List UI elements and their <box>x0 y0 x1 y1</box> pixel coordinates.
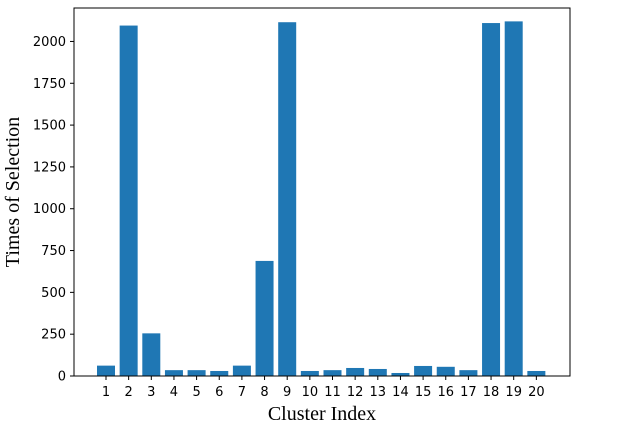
bar-cluster-7 <box>232 365 251 376</box>
y-tick-label: 1000 <box>33 202 66 217</box>
y-tick-label: 2000 <box>33 35 66 50</box>
bar-cluster-17 <box>459 370 478 376</box>
y-axis-ticks: 0 250 500 750 1000 1250 1500 1750 2000 <box>33 35 74 385</box>
bar-cluster-13 <box>368 368 387 376</box>
x-tick-label: 1 <box>102 385 110 400</box>
x-tick-label: 7 <box>238 385 246 400</box>
x-axis-label: Cluster Index <box>268 403 376 425</box>
x-axis-ticks: 1 2 3 4 5 6 7 8 9 10 11 12 13 14 15 16 17 18 19 20 <box>102 376 545 400</box>
x-tick-label: 20 <box>528 385 545 400</box>
x-tick-label: 12 <box>347 385 364 400</box>
y-tick-label: 750 <box>41 244 66 259</box>
x-tick-label: 16 <box>437 385 454 400</box>
bar-cluster-5 <box>187 370 206 376</box>
x-tick-label: 14 <box>392 385 409 400</box>
bar-cluster-9 <box>278 22 297 376</box>
bar-cluster-15 <box>414 365 433 376</box>
x-tick-label: 17 <box>460 385 477 400</box>
bar-cluster-10 <box>300 370 319 376</box>
y-tick-label: 250 <box>41 328 66 343</box>
bar-cluster-19 <box>504 21 523 376</box>
bar-cluster-6 <box>210 370 229 376</box>
y-tick-label: 1750 <box>33 77 66 92</box>
y-tick-label: 1500 <box>33 119 66 134</box>
x-tick-label: 18 <box>483 385 500 400</box>
x-tick-label: 15 <box>415 385 432 400</box>
bar-cluster-20 <box>527 370 546 376</box>
x-tick-label: 4 <box>170 385 178 400</box>
bar-cluster-2 <box>119 25 138 377</box>
bar-cluster-18 <box>482 23 501 377</box>
bar-cluster-12 <box>346 367 365 376</box>
bars-group <box>97 21 546 377</box>
x-tick-label: 19 <box>505 385 522 400</box>
x-tick-label: 2 <box>125 385 133 400</box>
y-tick-label: 1250 <box>33 160 66 175</box>
x-tick-label: 11 <box>324 385 341 400</box>
y-tick-label: 0 <box>58 370 66 385</box>
x-tick-label: 10 <box>302 385 319 400</box>
x-tick-label: 6 <box>215 385 223 400</box>
bar-cluster-4 <box>164 370 183 376</box>
bar-cluster-3 <box>142 333 161 376</box>
bar-cluster-1 <box>97 365 115 376</box>
y-tick-label: 500 <box>41 286 66 301</box>
x-tick-label: 5 <box>192 385 200 400</box>
plot-frame <box>73 7 571 377</box>
x-tick-label: 13 <box>370 385 387 400</box>
y-axis-label: Times of Selection <box>2 117 24 267</box>
x-tick-label: 8 <box>260 385 268 400</box>
x-tick-label: 3 <box>147 385 155 400</box>
bar-cluster-14 <box>391 372 410 376</box>
bar-cluster-11 <box>323 370 342 376</box>
x-tick-label: 9 <box>283 385 291 400</box>
bar-cluster-16 <box>436 366 455 376</box>
bar-cluster-8 <box>255 260 274 376</box>
